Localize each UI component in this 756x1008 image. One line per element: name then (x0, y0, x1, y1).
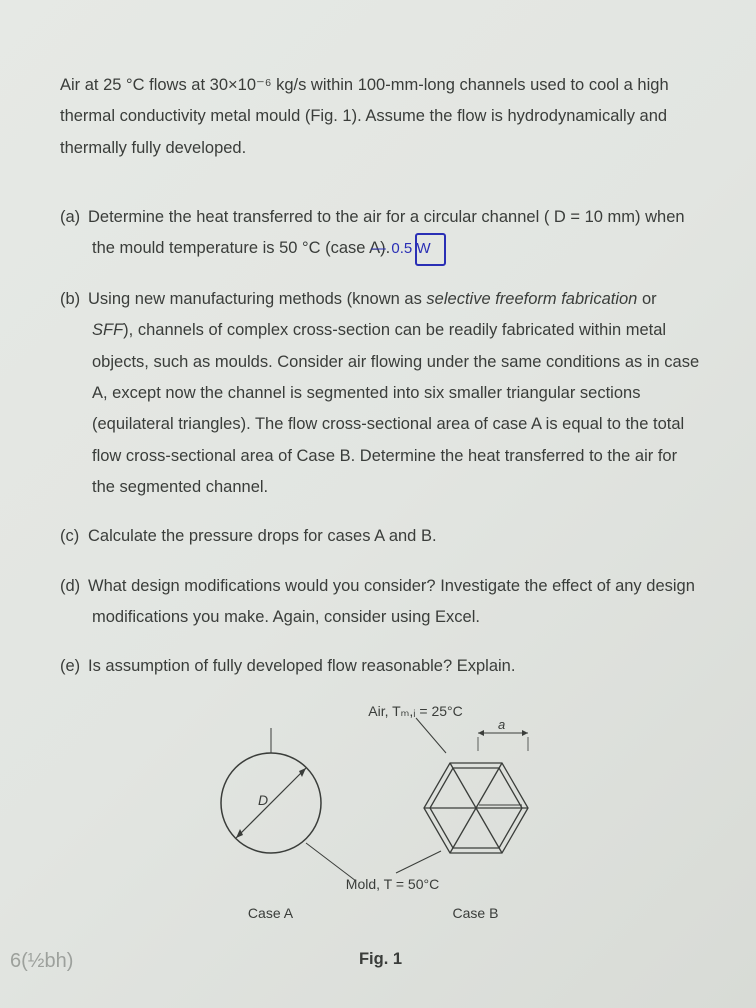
text-b-italic1: selective freeform fabrication (426, 290, 637, 308)
question-e: (e)Is assumption of fully developed flow… (60, 651, 701, 682)
case-a-label: Case A (196, 905, 346, 922)
page: Air at 25 °C flows at 30×10⁻⁶ kg/s withi… (0, 0, 756, 996)
label-e: (e) (60, 651, 88, 682)
figure-1: Air, Tₘ,ᵢ = 25°C D Case A (60, 703, 701, 976)
question-d: (d)What design modifications would you c… (60, 571, 701, 634)
label-b: (b) (60, 284, 88, 315)
hex-svg: a (386, 723, 566, 893)
svg-text:a: a (498, 717, 505, 732)
text-b-post: ), channels of complex cross-section can… (92, 321, 699, 496)
question-c: (c)Calculate the pressure drops for case… (60, 521, 701, 552)
annotation-box: 0.5 W (415, 233, 445, 266)
case-a-diagram: D Case A (196, 733, 346, 921)
d-label-svg: D (258, 792, 268, 808)
text-c: Calculate the pressure drops for cases A… (88, 527, 437, 545)
label-c: (c) (60, 521, 88, 552)
question-a: (a)Determine the heat transferred to the… (60, 202, 701, 266)
figure-caption: Fig. 1 (60, 944, 701, 975)
hand-left: 6(½bh) (10, 942, 73, 980)
label-d: (d) (60, 571, 88, 602)
question-b: (b)Using new manufacturing methods (know… (60, 284, 701, 503)
text-b-mid: or (637, 290, 656, 308)
mold-label: Mold, T = 50°C (72, 876, 713, 893)
circle-svg: D (196, 733, 346, 873)
air-label: Air, Tₘ,ᵢ = 25°C (130, 703, 701, 720)
text-d: What design modifications would you cons… (88, 577, 695, 626)
text-a: Determine the heat transferred to the ai… (88, 208, 685, 257)
text-b-pre: Using new manufacturing methods (known a… (88, 290, 426, 308)
label-a: (a) (60, 202, 88, 233)
text-b-italic2: SFF (92, 321, 123, 339)
intro-paragraph: Air at 25 °C flows at 30×10⁻⁶ kg/s withi… (60, 70, 701, 164)
text-e: Is assumption of fully developed flow re… (88, 657, 515, 675)
case-b-label: Case B (386, 905, 566, 922)
